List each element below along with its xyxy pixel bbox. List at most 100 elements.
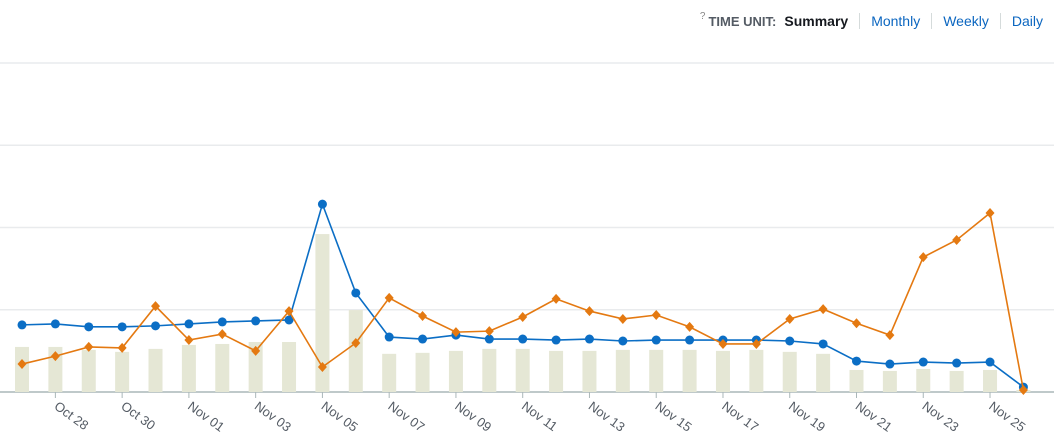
bar (215, 343, 230, 392)
x-tick-label: Nov 01 (185, 398, 227, 434)
bar (715, 350, 730, 392)
bar (15, 346, 29, 392)
time-unit-selector: ? TIME UNIT: Summary Monthly Weekly Daily (700, 11, 1054, 31)
bar (248, 341, 263, 392)
time-unit-option[interactable]: Summary (784, 13, 849, 29)
bar (115, 351, 130, 392)
bar (949, 370, 964, 392)
point (818, 339, 828, 349)
bar (983, 369, 998, 392)
bar (382, 353, 397, 392)
point (1018, 385, 1028, 396)
point (117, 342, 127, 353)
point (117, 322, 127, 332)
point (384, 292, 394, 303)
point (952, 358, 962, 368)
x-tick-label: Nov 19 (786, 398, 828, 434)
point (985, 357, 995, 367)
point (251, 316, 261, 326)
bar (749, 349, 764, 392)
point (17, 359, 27, 370)
point (685, 321, 695, 332)
point (518, 334, 528, 344)
point (852, 318, 861, 329)
point (952, 235, 962, 246)
point (50, 319, 60, 329)
bar (415, 352, 430, 392)
point (351, 337, 361, 348)
point (551, 293, 561, 304)
point (217, 329, 227, 340)
x-tick-label: Nov 17 (719, 398, 761, 434)
x-tick-label: Nov 25 (986, 398, 1028, 434)
point (484, 326, 494, 337)
point (651, 335, 661, 345)
point (251, 345, 261, 356)
bar (682, 349, 697, 392)
time-unit-option[interactable]: Weekly (931, 13, 1000, 29)
bar (649, 349, 664, 392)
point (618, 336, 628, 346)
point (718, 338, 728, 349)
time-unit-option[interactable]: Monthly (859, 13, 931, 29)
point (518, 311, 528, 322)
point (584, 334, 594, 344)
point (918, 252, 928, 263)
point (184, 335, 194, 346)
x-tick-label: Nov 13 (586, 398, 628, 434)
bar (48, 346, 63, 392)
point (584, 306, 594, 317)
point (217, 317, 227, 327)
point (84, 341, 94, 352)
point (351, 288, 361, 298)
x-tick-label: Nov 09 (452, 398, 494, 434)
point (84, 322, 94, 332)
x-tick-label: Nov 03 (252, 398, 294, 434)
point (151, 301, 161, 312)
point (918, 357, 928, 367)
point (184, 319, 194, 329)
time-unit-label: TIME UNIT: (708, 13, 777, 29)
point (151, 321, 161, 331)
point (451, 327, 461, 338)
x-tick-label: Nov 05 (319, 398, 361, 434)
point (785, 336, 795, 346)
point (885, 330, 895, 341)
bar (882, 370, 897, 392)
x-tick-label: Nov 11 (519, 398, 560, 434)
point (685, 335, 695, 345)
bar (181, 344, 196, 392)
point (418, 311, 428, 322)
bar (615, 349, 630, 392)
point (651, 310, 661, 321)
help-icon[interactable]: ? (699, 11, 706, 22)
bar (148, 348, 163, 392)
x-tick-label: Nov 23 (919, 398, 961, 434)
bar (315, 234, 330, 392)
bar (782, 351, 797, 392)
point (284, 306, 294, 317)
bar (282, 341, 297, 392)
x-tick-label: Nov 07 (385, 398, 427, 434)
point (785, 313, 795, 324)
point (50, 351, 60, 362)
point (985, 208, 995, 219)
bar (81, 349, 96, 392)
bar (816, 353, 831, 392)
x-tick-label: Nov 15 (652, 398, 694, 434)
point (317, 361, 327, 372)
point (317, 199, 327, 209)
time-unit-option[interactable]: Daily (999, 13, 1054, 29)
x-tick-label: Oct 28 (52, 398, 92, 433)
bar (482, 348, 497, 392)
point (418, 334, 428, 344)
point (618, 313, 628, 324)
point (284, 315, 294, 325)
x-tick-label: Oct 30 (118, 398, 158, 433)
point (885, 359, 895, 369)
bar (348, 310, 363, 392)
bar (582, 350, 597, 392)
bar (916, 368, 931, 392)
